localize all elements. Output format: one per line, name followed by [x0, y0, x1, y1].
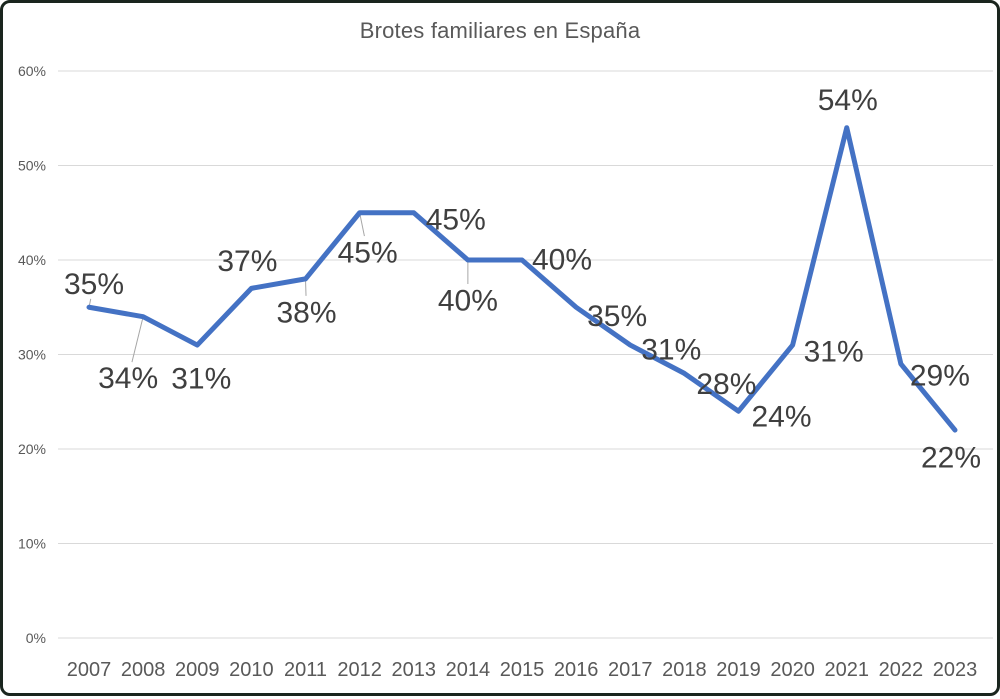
- data-point-label: 37%: [217, 245, 277, 278]
- data-point-label: 22%: [921, 442, 981, 475]
- x-axis-tick-label: 2019: [716, 659, 761, 681]
- x-axis-tick-label: 2020: [770, 659, 815, 681]
- y-axis-tick-label: 50%: [18, 157, 46, 173]
- data-point-label: 40%: [438, 285, 498, 318]
- y-axis-tick-label: 40%: [18, 252, 46, 268]
- x-axis-tick-label: 2013: [392, 659, 437, 681]
- x-axis-tick-label: 2015: [500, 659, 545, 681]
- x-axis-tick-label: 2018: [662, 659, 707, 681]
- data-point-label: 40%: [532, 244, 592, 277]
- data-point-label: 35%: [64, 268, 124, 301]
- x-axis-tick-label: 2007: [67, 659, 112, 681]
- data-label-leader-line: [131, 316, 144, 363]
- line-chart: 0% 10% 20% 30% 40% 50% 60% 2007 2008 2009 2010 2011…: [18, 63, 993, 681]
- data-point-label: 24%: [751, 401, 811, 434]
- data-point-label: 38%: [276, 296, 336, 329]
- x-axis-tick-label: 2023: [933, 659, 978, 681]
- x-axis-tick-label: 2014: [446, 659, 491, 681]
- x-axis-tick-label: 2017: [608, 659, 653, 681]
- x-axis-tick-label: 2010: [229, 659, 274, 681]
- x-axis-tick-label: 2009: [175, 659, 220, 681]
- data-point-label: 29%: [910, 359, 970, 392]
- data-point-label: 45%: [338, 236, 398, 269]
- y-axis-tick-label: 10%: [18, 535, 46, 551]
- data-point-label: 45%: [426, 203, 486, 236]
- x-axis-tick-label: 2012: [337, 659, 382, 681]
- data-point-label: 35%: [587, 300, 647, 333]
- data-point-label: 31%: [804, 336, 864, 369]
- data-point-label: 54%: [818, 84, 878, 117]
- data-label-leader-line: [305, 278, 307, 296]
- data-label-leader-line: [359, 212, 365, 237]
- x-axis-tick-label: 2022: [879, 659, 924, 681]
- x-axis-tick-label: 2016: [554, 659, 599, 681]
- data-point-label: 34%: [98, 362, 158, 395]
- y-axis-tick-label: 20%: [18, 441, 46, 457]
- x-axis-tick-label: 2011: [284, 659, 327, 681]
- data-point-label: 31%: [171, 363, 231, 396]
- x-axis-tick-label: 2021: [825, 659, 870, 681]
- y-axis-tick-label: 30%: [18, 346, 46, 362]
- data-point-label: 31%: [641, 334, 701, 367]
- data-series-line: [86, 125, 958, 433]
- x-axis-tick-label: 2008: [121, 659, 166, 681]
- chart-title: Brotes familiares en España: [359, 18, 641, 43]
- y-axis-tick-label: 0%: [26, 630, 46, 646]
- data-point-label: 28%: [696, 368, 756, 401]
- y-axis-tick-label: 60%: [18, 63, 46, 79]
